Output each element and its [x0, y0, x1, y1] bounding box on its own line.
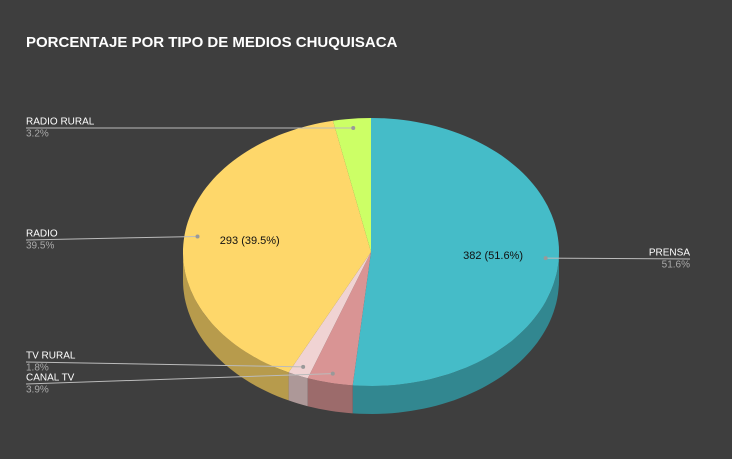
leader-line [25, 235, 198, 241]
slice-side [352, 252, 559, 414]
leader-dot [543, 256, 548, 261]
chart-title: PORCENTAJE POR TIPO DE MEDIOS CHUQUISACA [26, 34, 398, 51]
leader-line [25, 361, 304, 368]
legend-label: CANAL TV [26, 373, 75, 384]
percent-label: 39.5% [26, 241, 54, 252]
leader-line [25, 373, 333, 385]
legend-label: PRENSA [649, 248, 690, 259]
slice [183, 120, 371, 373]
data-label: 293 (39.5%) [220, 235, 280, 247]
percent-label: 51.6% [662, 260, 690, 271]
leader-dot [301, 364, 306, 369]
legend-label: TV RURAL [26, 351, 76, 362]
slice-side [183, 252, 289, 401]
legend-label: RADIO RURAL [26, 117, 95, 128]
percent-label: 1.8% [26, 363, 49, 374]
slice [333, 118, 371, 252]
percent-label: 3.2% [26, 129, 49, 140]
leader-dot [330, 371, 335, 376]
slice [307, 252, 371, 386]
leader-dot [195, 234, 200, 239]
data-label: 382 (51.6%) [463, 250, 523, 262]
legend-label: RADIO [26, 229, 58, 240]
slice-side [288, 372, 308, 407]
leader-line [545, 257, 691, 260]
leader-dot [351, 126, 356, 131]
slice [352, 118, 559, 386]
percent-label: 3.9% [26, 385, 49, 396]
slice-side [307, 378, 353, 414]
slice [288, 252, 371, 379]
